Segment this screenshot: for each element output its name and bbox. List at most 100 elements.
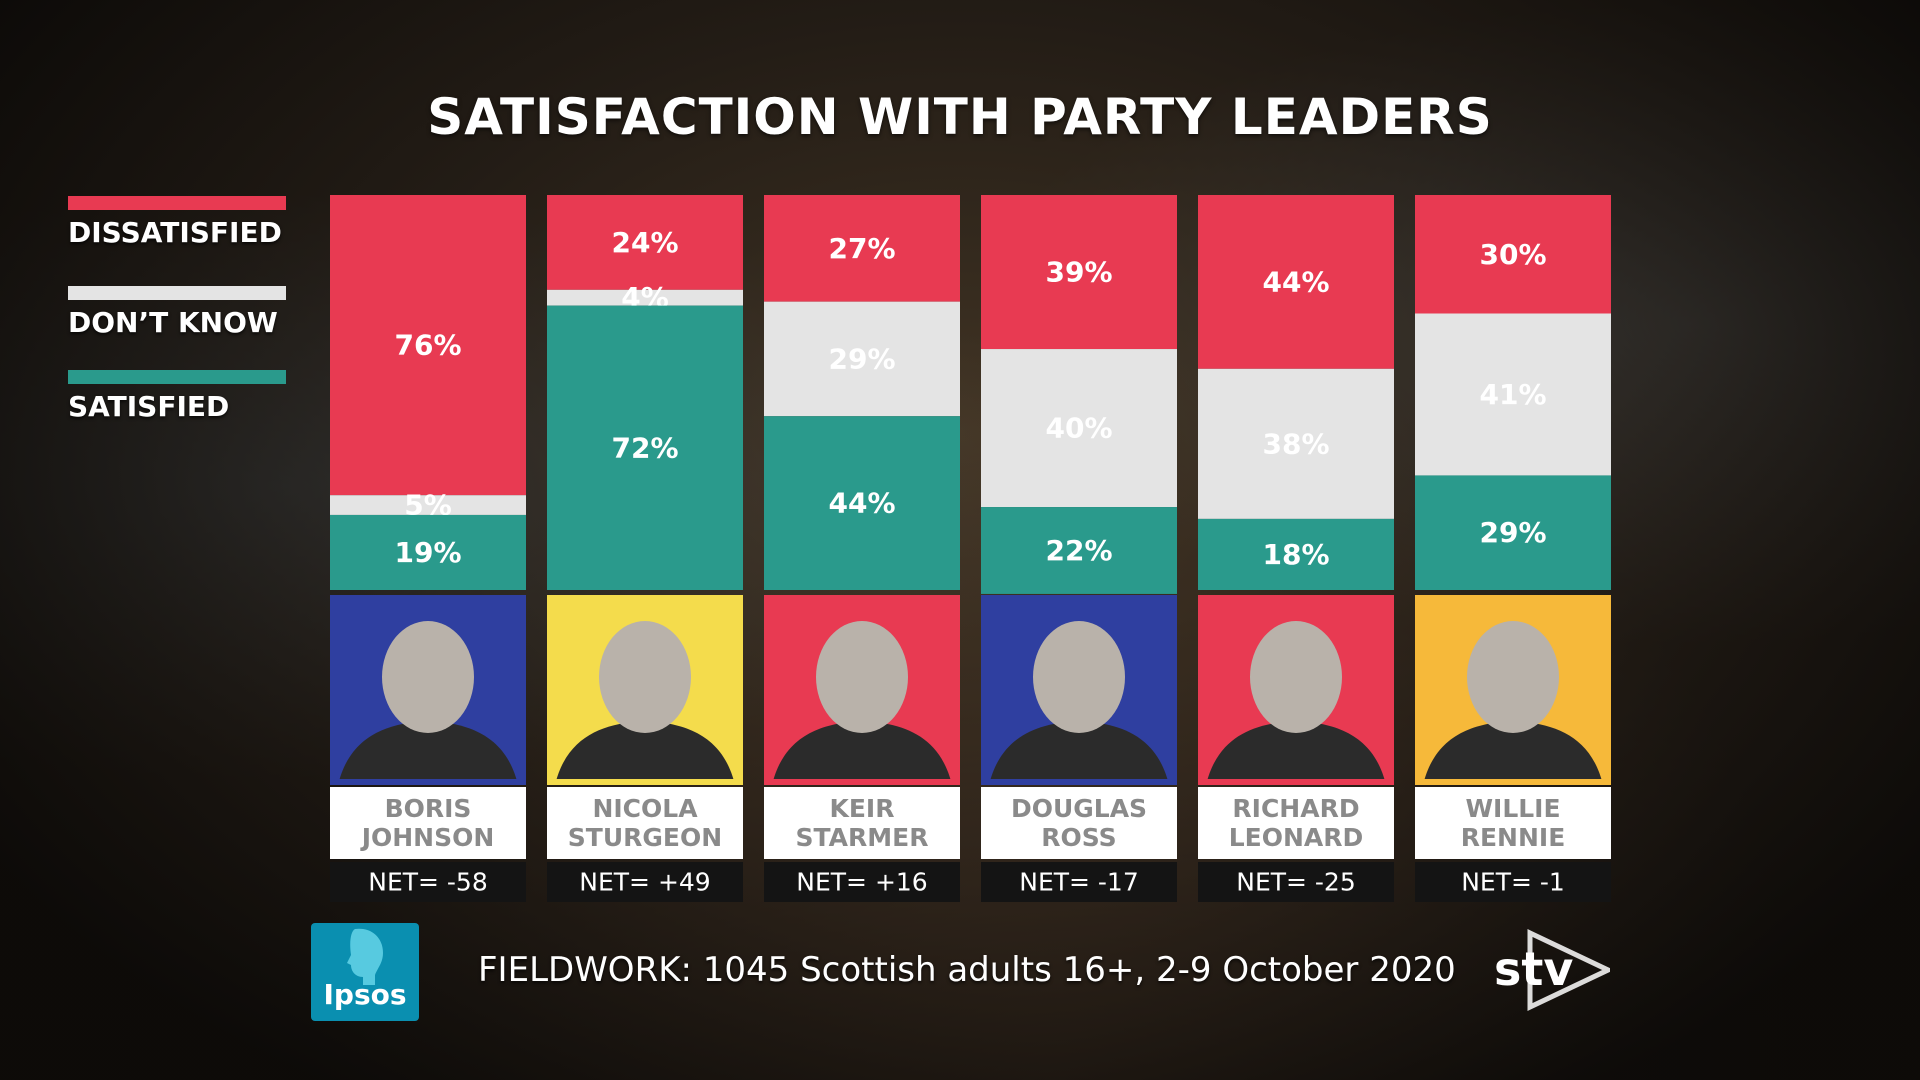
bar-segment-dissatisfied (1415, 195, 1611, 314)
leader-name-line: RENNIE (1461, 823, 1566, 852)
bar-segment-dissatisfied (981, 195, 1177, 350)
leader-name-line: BORIS (385, 794, 472, 823)
bar-segment-dissatisfied (547, 195, 743, 290)
bar-segment-satisfied (1415, 475, 1611, 590)
stv-logo: stv (1490, 925, 1614, 1019)
legend-swatch-satisfied (68, 370, 286, 384)
leader-head (1467, 621, 1559, 733)
bar-segment-satisfied (981, 507, 1177, 594)
legend-label-satisfied: SATISFIED (68, 390, 230, 423)
bar-label-satisfied: 18% (1262, 538, 1329, 571)
leader-shoulders (1206, 721, 1386, 785)
legend-swatch-dissatisfied (68, 196, 286, 210)
bar-segment-dissatisfied (330, 195, 526, 496)
bar-label-dont-know: 40% (1045, 412, 1112, 445)
leader-name-line: STARMER (796, 823, 929, 852)
bar-segment-dont-know (1198, 368, 1394, 519)
leader-name-line: DOUGLAS (1011, 794, 1147, 823)
bar-label-satisfied: 72% (611, 431, 678, 464)
bar-segment-satisfied (547, 305, 743, 590)
legend-swatch-dont-know (68, 286, 286, 300)
fieldwork-note: FIELDWORK: 1045 Scottish adults 16+, 2-9… (478, 950, 1456, 990)
leader-name-line: JOHNSON (360, 823, 495, 852)
leader-head (1250, 621, 1342, 733)
leader-shoulders (555, 721, 735, 785)
party-color-strip (1198, 779, 1394, 785)
bar-segment-dissatisfied (764, 195, 960, 302)
net-score-label: NET= -17 (1019, 868, 1139, 897)
legend-label-dissatisfied: DISSATISFIED (68, 216, 282, 249)
legend-item-dissatisfied: DISSATISFIED (68, 196, 286, 249)
chart-title: SATISFACTION WITH PARTY LEADERS (427, 88, 1493, 146)
bar-segment-dissatisfied (1198, 195, 1394, 369)
bar-segment-dont-know (330, 495, 526, 515)
net-score-box (1198, 862, 1394, 902)
bar-label-dissatisfied: 24% (611, 226, 678, 259)
leader-name-line: LEONARD (1229, 823, 1364, 852)
ipsos-head-icon (347, 928, 383, 985)
party-color-strip (1415, 779, 1611, 785)
leader-head (1033, 621, 1125, 733)
bar-segment-dont-know (1415, 313, 1611, 476)
net-score-box (1415, 862, 1611, 902)
leader-head (382, 621, 474, 733)
leader-shoulders (989, 721, 1169, 785)
bar-segment-satisfied (1198, 518, 1394, 590)
bar-label-dont-know: 38% (1262, 427, 1329, 460)
bar-segment-dont-know (547, 289, 743, 306)
net-score-box (330, 862, 526, 902)
net-score-label: NET= -1 (1461, 868, 1565, 897)
bar-label-dissatisfied: 44% (1262, 265, 1329, 298)
bar-label-dissatisfied: 27% (828, 232, 895, 265)
leader-name-box (1415, 787, 1611, 859)
leader-name-line: ROSS (1041, 823, 1116, 852)
bar-label-satisfied: 29% (1479, 516, 1546, 549)
party-color-strip (981, 779, 1177, 785)
party-color-strip (547, 779, 743, 785)
leader-head (599, 621, 691, 733)
bar-segment-satisfied (330, 514, 526, 590)
net-score-label: NET= -58 (368, 868, 488, 897)
net-score-label: NET= -25 (1236, 868, 1356, 897)
bar-label-dont-know: 29% (828, 342, 895, 375)
leader-head (816, 621, 908, 733)
legend-item-dont-know: DON’T KNOW (68, 286, 286, 339)
bar-label-satisfied: 19% (394, 536, 461, 569)
leader-name-box (330, 787, 526, 859)
stv-logo-graphic: stv (1494, 929, 1614, 1011)
party-color-strip (330, 779, 526, 785)
party-color-strip (764, 779, 960, 785)
bar-label-satisfied: 22% (1045, 534, 1112, 567)
stv-logo-text: stv (1494, 942, 1573, 996)
leader-name-box (981, 787, 1177, 859)
leader-name-line: STURGEON (568, 823, 722, 852)
leader-name-line: WILLIE (1465, 794, 1560, 823)
net-score-label: NET= +16 (796, 868, 927, 897)
bar-label-dissatisfied: 39% (1045, 256, 1112, 289)
leader-shoulders (1423, 721, 1603, 785)
net-score-box (981, 862, 1177, 902)
ipsos-logo-text: Ipsos (323, 978, 407, 1011)
bar-label-dissatisfied: 76% (394, 329, 461, 362)
leader-name-line: RICHARD (1232, 794, 1359, 823)
leader-name-box (547, 787, 743, 859)
leader-shoulders (772, 721, 952, 785)
bar-label-dissatisfied: 30% (1479, 238, 1546, 271)
legend-label-dont-know: DON’T KNOW (68, 306, 278, 339)
leader-name-line: NICOLA (592, 794, 698, 823)
bar-label-satisfied: 44% (828, 487, 895, 520)
bar-segment-dont-know (764, 301, 960, 417)
net-score-box (547, 862, 743, 902)
net-score-box (764, 862, 960, 902)
bar-segment-dont-know (981, 349, 1177, 508)
ipsos-logo: Ipsos (311, 923, 419, 1021)
bar-segment-satisfied (764, 416, 960, 590)
bar-label-dont-know: 41% (1479, 378, 1546, 411)
